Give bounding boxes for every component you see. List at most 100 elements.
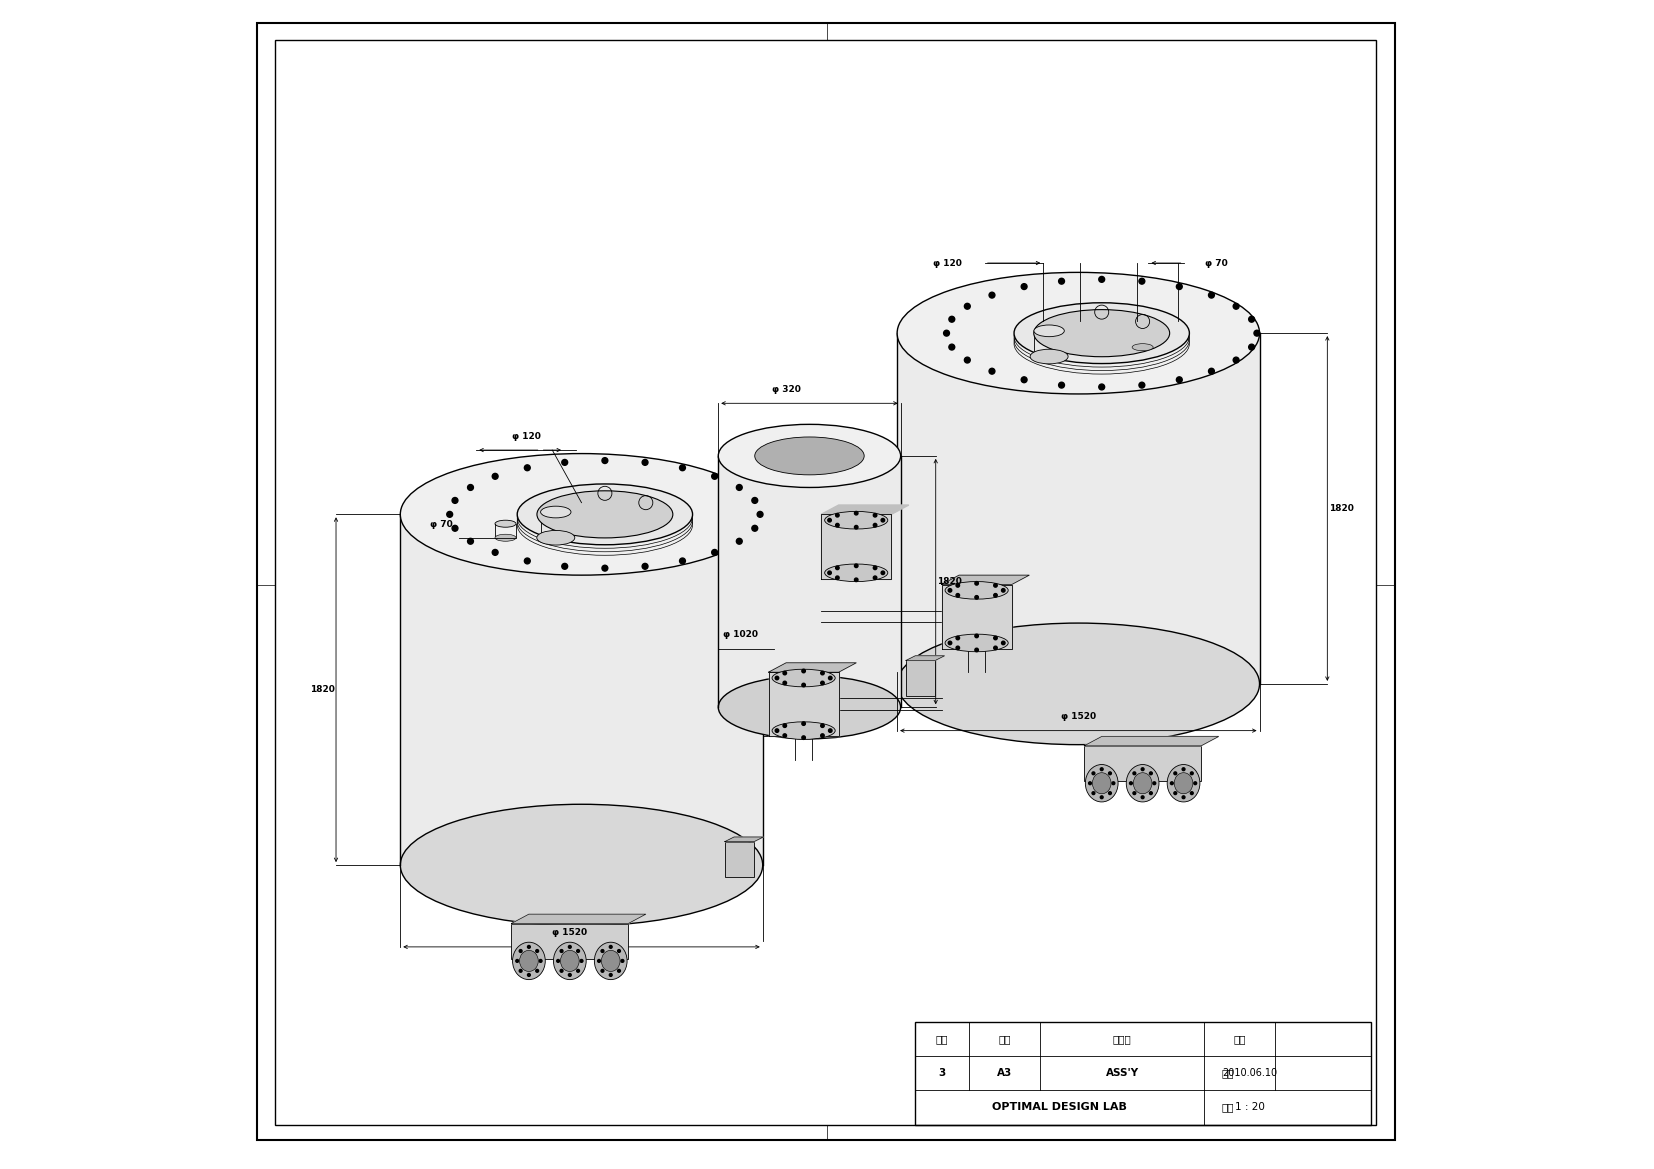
Text: 2010.06.10: 2010.06.10 — [1222, 1068, 1277, 1078]
Ellipse shape — [538, 491, 673, 538]
Ellipse shape — [1030, 350, 1068, 364]
Circle shape — [597, 960, 600, 962]
Circle shape — [873, 524, 877, 527]
Circle shape — [1141, 796, 1145, 798]
Circle shape — [1141, 768, 1145, 770]
Bar — [400, 514, 762, 865]
Circle shape — [835, 513, 839, 517]
Polygon shape — [941, 584, 1012, 649]
Circle shape — [855, 577, 858, 582]
Circle shape — [835, 566, 839, 569]
Circle shape — [539, 960, 543, 962]
Ellipse shape — [513, 942, 546, 980]
Circle shape — [680, 558, 685, 563]
Circle shape — [782, 671, 787, 675]
Text: φ 320: φ 320 — [772, 385, 801, 394]
Ellipse shape — [1014, 303, 1189, 364]
Text: 일자: 일자 — [1222, 1068, 1234, 1078]
Circle shape — [602, 457, 607, 463]
Ellipse shape — [896, 272, 1260, 394]
Ellipse shape — [1034, 325, 1064, 337]
Polygon shape — [1083, 736, 1219, 746]
Ellipse shape — [1174, 773, 1193, 794]
Ellipse shape — [1168, 765, 1199, 802]
Circle shape — [974, 582, 979, 586]
Circle shape — [1209, 292, 1214, 298]
Circle shape — [493, 473, 498, 479]
Circle shape — [758, 511, 762, 517]
Circle shape — [524, 558, 531, 563]
Bar — [906, 660, 935, 696]
Circle shape — [617, 949, 620, 953]
Circle shape — [1191, 791, 1193, 795]
Text: 제도: 제도 — [1234, 1033, 1245, 1044]
Circle shape — [569, 946, 571, 948]
Circle shape — [581, 960, 582, 962]
Circle shape — [528, 974, 531, 976]
Circle shape — [562, 459, 567, 465]
Circle shape — [989, 292, 996, 298]
Ellipse shape — [944, 634, 1009, 652]
Circle shape — [948, 641, 951, 645]
Text: 3: 3 — [938, 1068, 946, 1078]
Circle shape — [753, 498, 758, 504]
Circle shape — [827, 518, 832, 521]
Text: OPTIMAL DESIGN LAB: OPTIMAL DESIGN LAB — [992, 1102, 1126, 1113]
Circle shape — [577, 949, 579, 953]
Text: 1820: 1820 — [938, 577, 963, 586]
Bar — [1083, 746, 1201, 781]
Ellipse shape — [825, 563, 888, 582]
Polygon shape — [511, 914, 645, 924]
Circle shape — [994, 636, 997, 639]
Circle shape — [820, 734, 824, 738]
Circle shape — [1133, 772, 1136, 775]
Bar — [896, 333, 1260, 684]
Text: φ 1020: φ 1020 — [723, 630, 758, 639]
Circle shape — [873, 566, 877, 569]
Circle shape — [1153, 782, 1156, 784]
Circle shape — [835, 576, 839, 580]
Circle shape — [1140, 278, 1145, 284]
Text: ASS'Y: ASS'Y — [1105, 1068, 1138, 1078]
Circle shape — [949, 317, 954, 323]
Circle shape — [776, 729, 779, 732]
Circle shape — [561, 969, 562, 973]
Circle shape — [974, 596, 979, 600]
Circle shape — [711, 473, 718, 479]
Circle shape — [1092, 791, 1095, 795]
Circle shape — [964, 303, 971, 309]
Circle shape — [1209, 368, 1214, 374]
Circle shape — [1254, 331, 1260, 337]
Ellipse shape — [538, 531, 576, 545]
Polygon shape — [906, 656, 944, 660]
Circle shape — [1002, 589, 1006, 593]
Circle shape — [802, 722, 805, 725]
Circle shape — [829, 676, 832, 680]
Ellipse shape — [1131, 344, 1153, 351]
Bar — [718, 456, 901, 707]
Circle shape — [956, 646, 959, 650]
Circle shape — [1108, 772, 1111, 775]
Circle shape — [776, 676, 779, 680]
Text: A3: A3 — [997, 1068, 1012, 1078]
Circle shape — [882, 570, 885, 575]
Circle shape — [882, 518, 885, 521]
Circle shape — [855, 525, 858, 528]
Ellipse shape — [541, 506, 571, 518]
Text: 첨도: 첨도 — [1222, 1102, 1234, 1113]
Ellipse shape — [1034, 310, 1169, 357]
Circle shape — [609, 946, 612, 948]
Circle shape — [562, 563, 567, 569]
Circle shape — [827, 570, 832, 575]
Circle shape — [1174, 772, 1176, 775]
Ellipse shape — [1126, 765, 1159, 802]
Circle shape — [1183, 796, 1184, 798]
Circle shape — [1174, 791, 1176, 795]
Circle shape — [711, 549, 718, 555]
Circle shape — [1088, 782, 1092, 784]
Ellipse shape — [944, 582, 1009, 600]
Ellipse shape — [554, 942, 586, 980]
Text: 1820: 1820 — [1328, 504, 1353, 513]
Circle shape — [1098, 276, 1105, 282]
Text: φ 70: φ 70 — [430, 520, 453, 530]
